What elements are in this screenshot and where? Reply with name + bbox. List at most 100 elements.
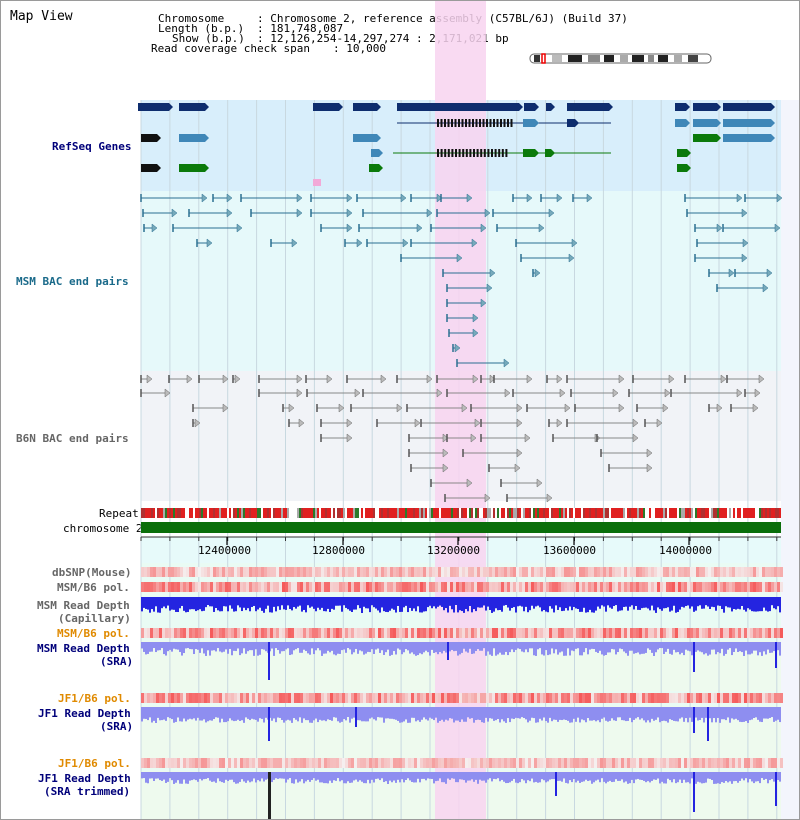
track-label-msm-depth-sra[interactable]: MSM Read Depth: [37, 642, 130, 655]
repeat-segment: [577, 508, 579, 518]
depth-bar: [717, 597, 719, 606]
depth-bar: [157, 597, 159, 613]
heat-cell: [609, 567, 612, 577]
heat-cell: [294, 628, 297, 638]
depth-bar: [715, 707, 717, 723]
depth-bar: [743, 707, 745, 722]
track-label-jf1-b6-pol[interactable]: JF1/B6 pol.: [58, 692, 131, 705]
heat-cell: [504, 693, 507, 703]
selected-region-highlight[interactable]: [435, 1, 486, 819]
depth-bar: [523, 597, 525, 612]
track-label-jf1-depth-trimmed[interactable]: JF1 Read Depth: [38, 772, 131, 785]
gene-block: [675, 103, 686, 111]
heat-cell: [753, 567, 756, 577]
depth-bar: [233, 642, 235, 651]
chromosome-ideogram[interactable]: [528, 53, 714, 65]
track-label-b6n-bac[interactable]: B6N BAC end pairs: [16, 432, 129, 445]
depth-bar: [477, 772, 479, 784]
depth-bar: [327, 597, 329, 609]
heat-cell: [768, 567, 771, 577]
depth-bar: [465, 642, 467, 652]
depth-bar: [585, 772, 587, 780]
heat-cell: [636, 567, 639, 577]
heat-cell: [261, 693, 264, 703]
repeat-segment: [559, 508, 561, 518]
heat-cell: [615, 582, 618, 592]
repeat-segment: [367, 508, 369, 518]
depth-bar: [195, 772, 197, 781]
track-label-msm-bac[interactable]: MSM BAC end pairs: [16, 275, 129, 288]
heat-cell: [543, 628, 546, 638]
heat-cell: [639, 582, 642, 592]
bac-pair-end: [538, 223, 545, 233]
heat-cell: [432, 582, 435, 592]
heat-cell: [489, 582, 492, 592]
heat-cell: [210, 758, 213, 768]
heat-cell: [396, 758, 399, 768]
repeat-segment: [621, 508, 623, 518]
heat-cell: [558, 582, 561, 592]
depth-bar: [395, 772, 397, 783]
heat-cell: [681, 567, 684, 577]
depth-bar: [303, 707, 305, 719]
depth-bar: [275, 597, 277, 612]
gene-block-arrow: [377, 134, 381, 142]
track-label-jf1-depth-sra[interactable]: JF1 Read Depth: [38, 707, 131, 720]
heat-cell: [402, 628, 405, 638]
heat-cell: [666, 582, 669, 592]
heat-cell: [468, 567, 471, 577]
depth-bar: [553, 642, 555, 654]
depth-bar: [145, 597, 147, 609]
heat-cell: [768, 582, 771, 592]
heat-cell: [324, 628, 327, 638]
heat-cell: [552, 758, 555, 768]
depth-bar: [325, 707, 327, 722]
heat-cell: [507, 582, 510, 592]
depth-bar: [199, 772, 201, 779]
gene-block-arrow: [686, 119, 690, 127]
heat-cell: [183, 758, 186, 768]
b6n-pair-end: [752, 403, 759, 413]
depth-bar: [535, 772, 537, 782]
track-label-refseq[interactable]: RefSeq Genes: [52, 140, 132, 153]
depth-bar: [427, 642, 429, 653]
exon: [458, 119, 460, 127]
repeat-segment: [245, 508, 247, 518]
track-label-dbsnp[interactable]: dbSNP(Mouse): [52, 566, 132, 579]
repeat-segment: [257, 508, 259, 518]
track-label-jf1-b6-pol-2[interactable]: JF1/B6 pol.: [58, 757, 131, 770]
repeat-segment: [295, 508, 297, 518]
track-label-msm-b6-pol-2[interactable]: MSM/B6 pol.: [57, 627, 130, 640]
heat-cell: [240, 693, 243, 703]
depth-bar: [355, 772, 357, 780]
depth-bar: [229, 642, 231, 649]
depth-bar: [527, 707, 529, 723]
depth-bar: [667, 772, 669, 779]
bac-pair-end: [426, 208, 433, 218]
track-label-msm-b6-pol[interactable]: MSM/B6 pol.: [57, 581, 130, 594]
depth-bar: [637, 642, 639, 653]
heat-cell: [567, 628, 570, 638]
bac-pair-end: [454, 343, 461, 353]
heat-cell: [576, 567, 579, 577]
depth-bar: [653, 772, 655, 780]
depth-bar: [761, 642, 763, 656]
depth-bar: [457, 707, 459, 721]
depth-bar: [469, 642, 471, 649]
heat-cell: [726, 628, 729, 638]
depth-bar: [537, 707, 539, 723]
heat-cell: [777, 628, 780, 638]
bac-pair-end: [472, 313, 479, 323]
depth-bar: [617, 597, 619, 612]
heat-cell: [492, 758, 495, 768]
depth-bar: [417, 597, 419, 607]
depth-bar: [487, 597, 489, 607]
repeat-segment: [357, 508, 359, 518]
heat-cell: [297, 567, 300, 577]
heat-cell: [570, 693, 573, 703]
depth-bar: [569, 772, 571, 781]
track-label-msm-depth-capillary[interactable]: MSM Read Depth: [37, 599, 130, 612]
heat-cell: [561, 628, 564, 638]
depth-bar: [289, 642, 291, 656]
